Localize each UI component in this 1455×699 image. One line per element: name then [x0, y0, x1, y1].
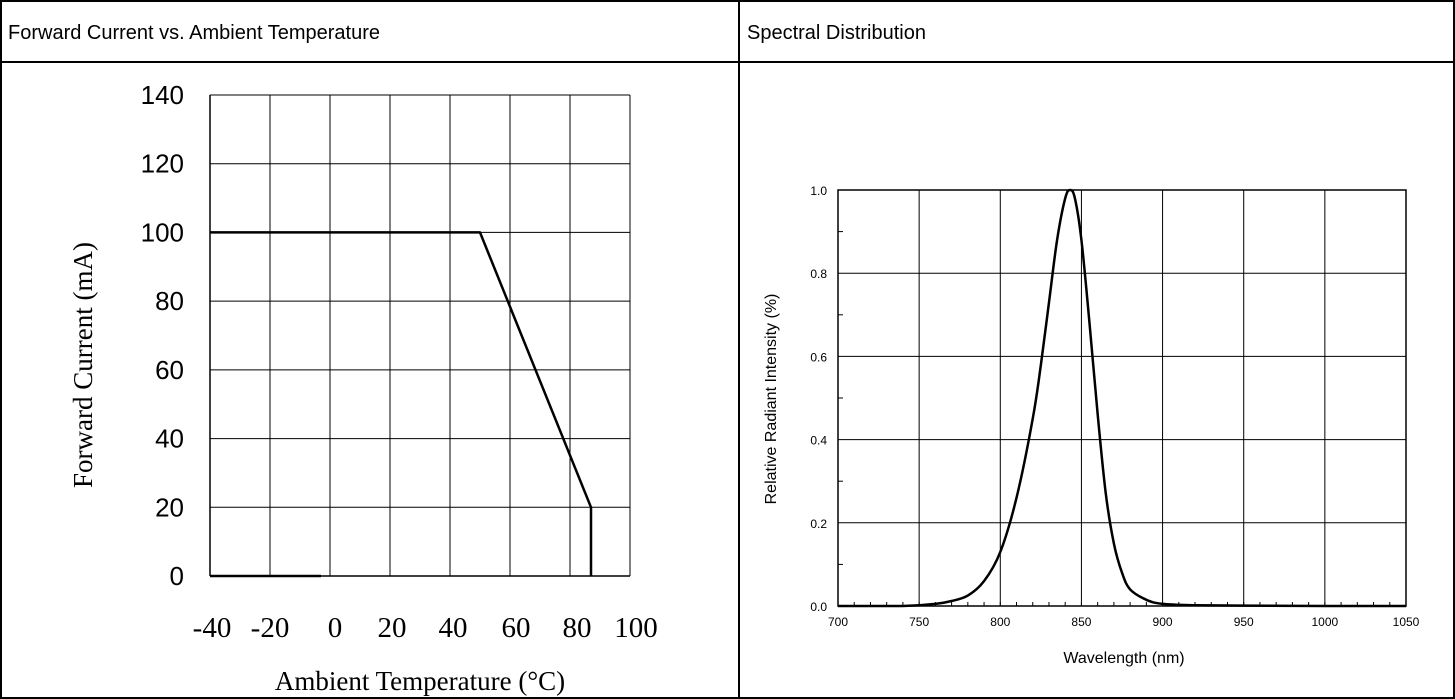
chart2-x-tick-label: 1050 [1393, 615, 1420, 629]
chart2-y-tick-label: 0.0 [810, 600, 827, 614]
chart1-y-tick-label: 0 [170, 561, 184, 591]
chart1-x-tick-label: -40 [193, 612, 232, 644]
chart1-y-tick-label: 120 [141, 149, 184, 179]
chart1-x-axis-label: Ambient Temperature (°C) [275, 666, 565, 696]
chart2-grid [837, 189, 1407, 607]
chart2-series-line [838, 188, 1406, 608]
chart2-y-tick-label: 0.6 [810, 350, 827, 364]
chart1-grid [209, 94, 631, 577]
chart2-x-tick-label: 800 [990, 615, 1010, 629]
chart1-y-tick-labels: 0 20 40 60 80 100 120 140 [141, 80, 184, 591]
chart1-y-tick-label: 20 [155, 492, 184, 522]
chart2-y-axis-label: Relative Radiant Intensity (%) [763, 294, 780, 505]
chart1-y-tick-label: 80 [155, 286, 184, 316]
chart1-x-tick-label: 0 [328, 612, 343, 644]
chart2-x-tick-label: 900 [1153, 615, 1173, 629]
chart2-y-tick-label: 0.4 [810, 434, 827, 448]
chart1-x-tick-labels: -40 -20 0 20 40 60 80 100 [193, 612, 658, 644]
chart2-x-axis-label: Wavelength (nm) [1063, 650, 1184, 667]
chart2-y-tick-label: 1.0 [810, 184, 827, 198]
chart1-x-tick-label: 20 [378, 612, 407, 644]
forward-current-chart: 0 20 40 60 80 100 120 140 -40 -20 0 20 40 60 80 100 Fo… [68, 80, 658, 696]
chart2-plot-frame [837, 189, 1407, 607]
chart2-x-tick-label: 850 [1071, 615, 1091, 629]
chart1-y-tick-label: 60 [155, 355, 184, 385]
right-panel-header: Spectral Distribution [747, 22, 926, 44]
chart2-x-tick-label: 1000 [1312, 615, 1339, 629]
chart1-series-line [210, 231, 593, 576]
chart1-y-tick-label: 140 [141, 80, 184, 110]
chart2-series [838, 188, 1406, 608]
left-panel-header: Forward Current vs. Ambient Temperature [8, 22, 380, 44]
chart1-x-tick-label: 40 [439, 612, 468, 644]
chart1-y-tick-label: 100 [141, 217, 184, 247]
chart2-x-tick-label: 750 [909, 615, 929, 629]
chart2-y-tick-label: 0.2 [810, 517, 827, 531]
chart2-y-tick-label: 0.8 [810, 267, 827, 281]
chart1-y-tick-label: 40 [155, 424, 184, 454]
chart2-x-tick-label: 950 [1234, 615, 1254, 629]
chart1-x-tick-label: 100 [614, 612, 658, 644]
spectral-distribution-chart: 0.0 0.2 0.4 0.6 0.8 1.0 700 750 800 850 900 950 100… [763, 184, 1420, 667]
chart1-x-tick-label: 80 [563, 612, 592, 644]
chart2-x-tick-labels: 700 750 800 850 900 950 1000 1050 [828, 615, 1420, 629]
chart2-y-tick-labels: 0.0 0.2 0.4 0.6 0.8 1.0 [810, 184, 827, 614]
chart1-y-axis-label: Forward Current (mA) [68, 242, 98, 488]
chart1-x-tick-label: -20 [251, 612, 290, 644]
chart1-x-tick-label: 60 [502, 612, 531, 644]
chart2-x-tick-label: 700 [828, 615, 848, 629]
chart1-series [210, 231, 593, 578]
